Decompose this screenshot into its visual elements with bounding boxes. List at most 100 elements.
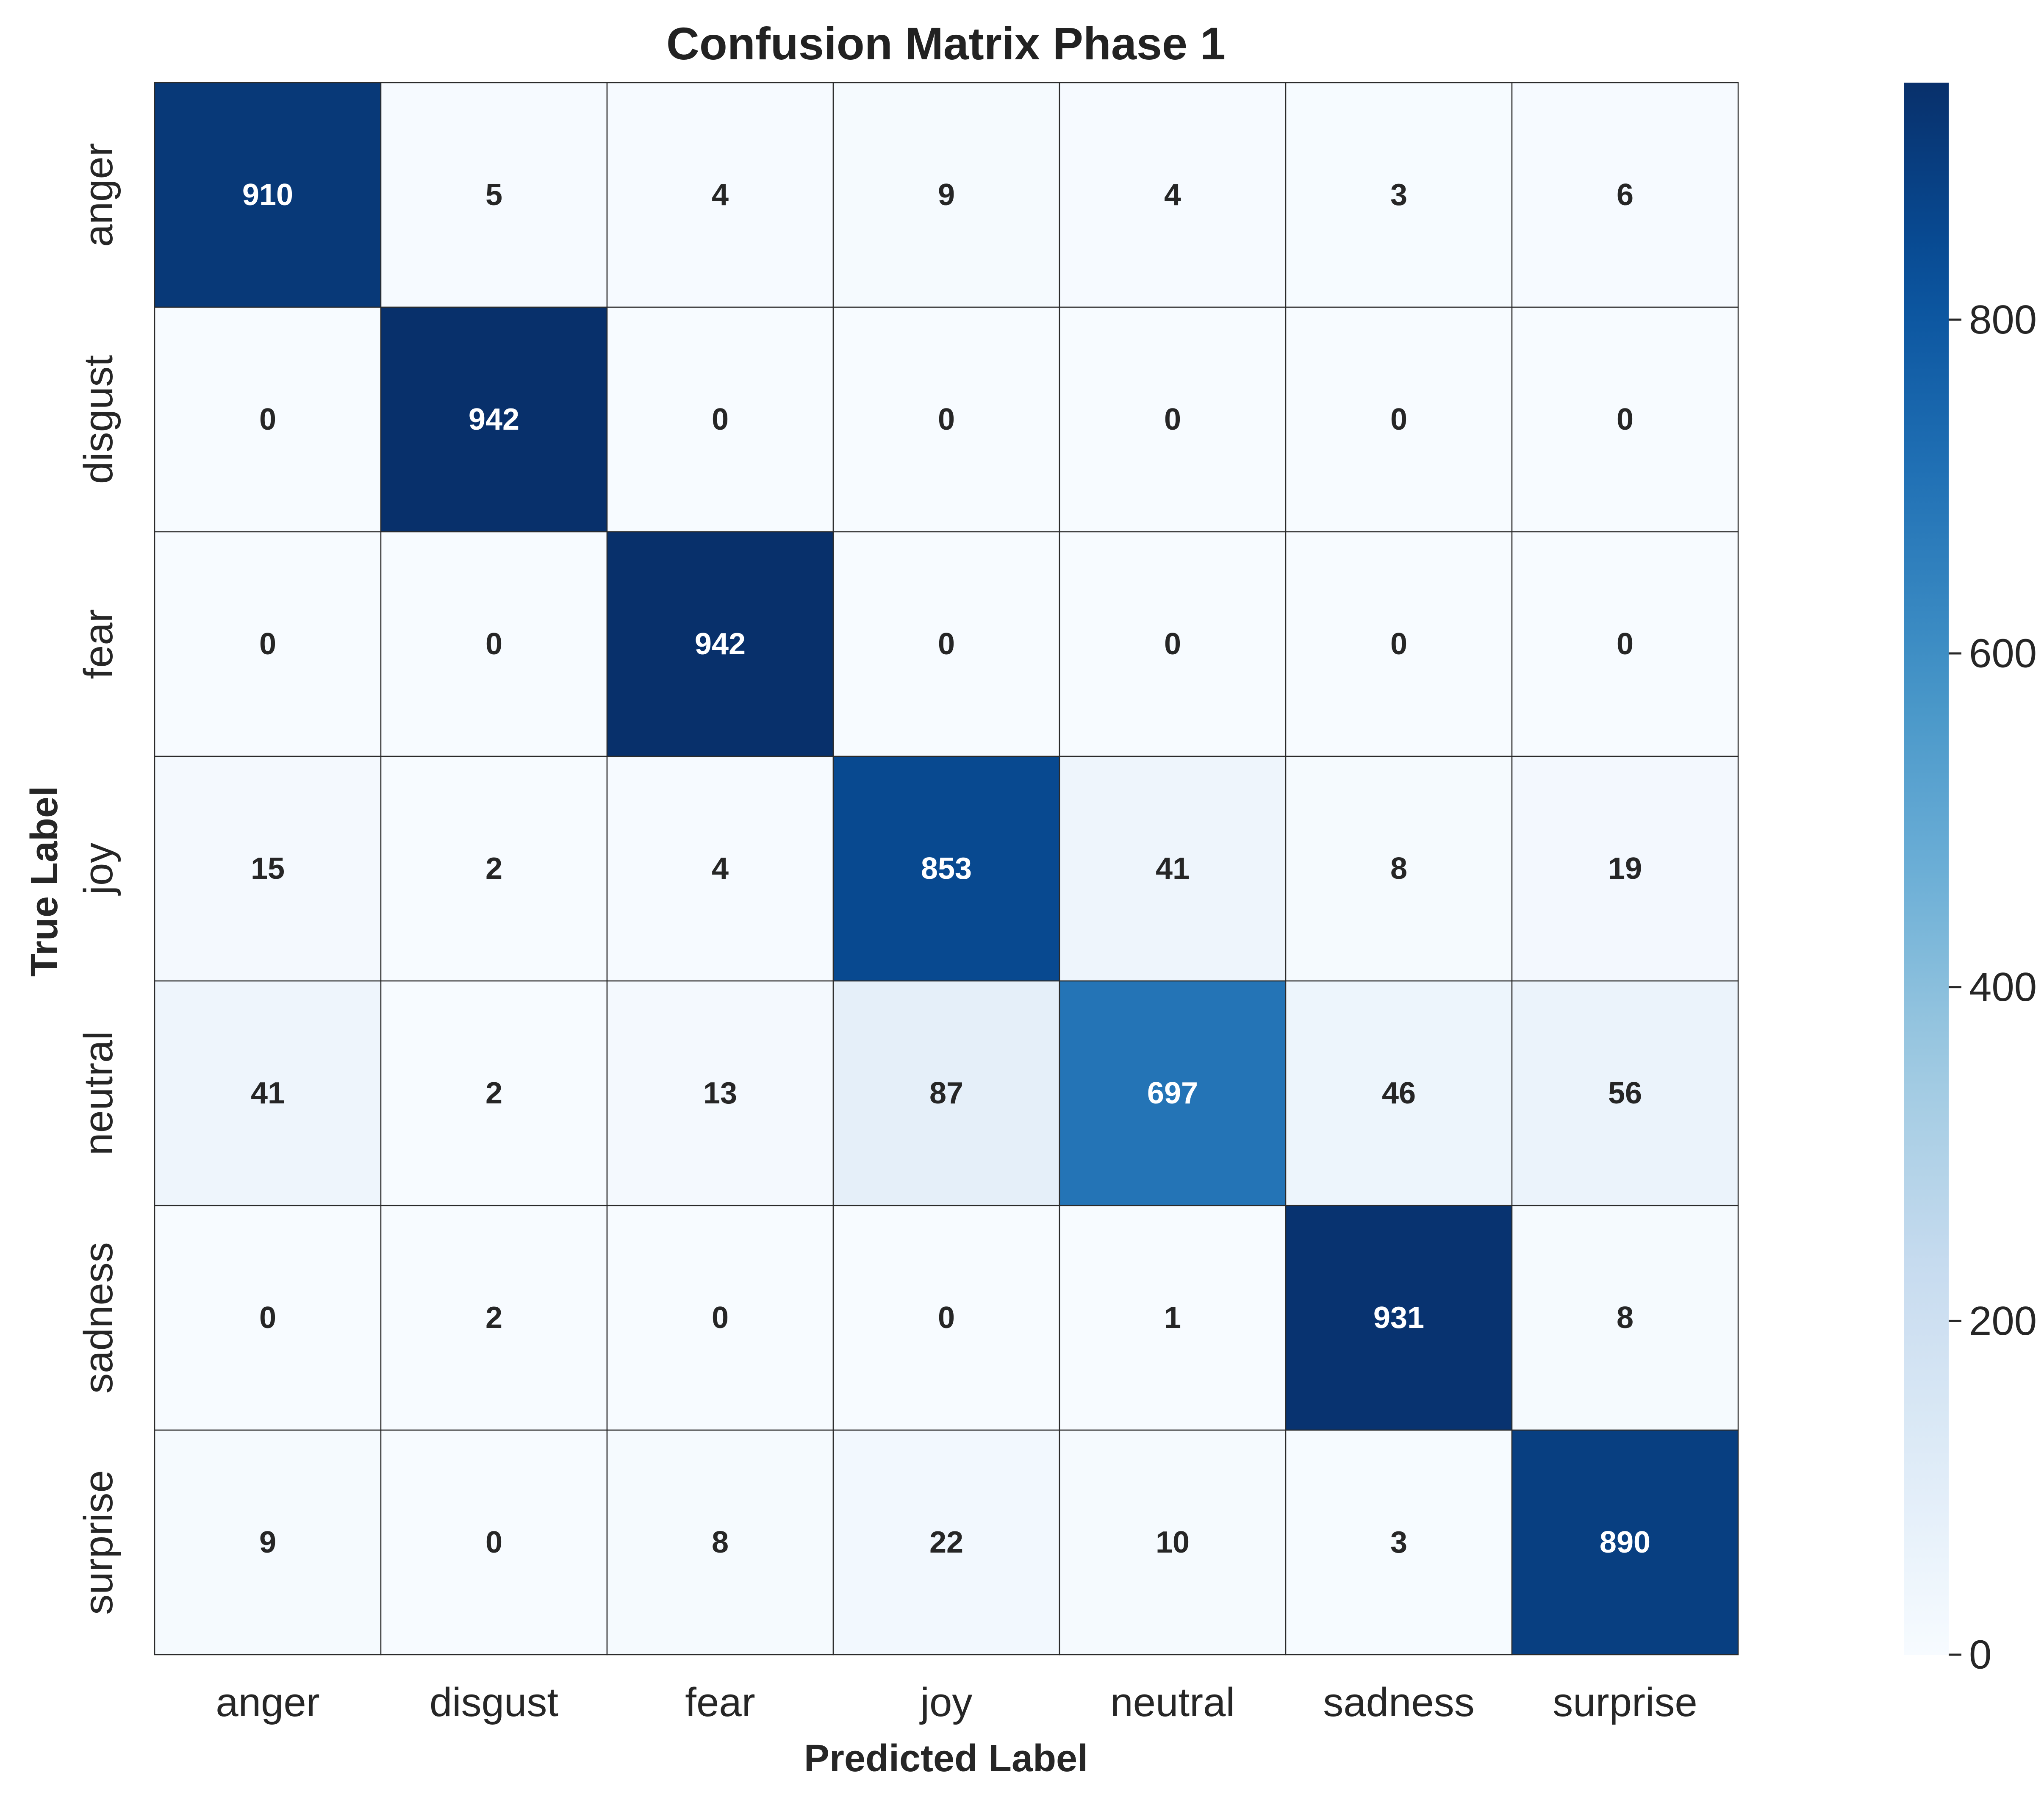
heatmap-cell-r5-c3 bbox=[832, 1205, 1060, 1431]
cell-value-label: 0 bbox=[1164, 403, 1181, 436]
heatmap-cell-r6-c1 bbox=[380, 1429, 608, 1656]
cell-value-label: 0 bbox=[938, 1301, 955, 1335]
cell-value-label: 4 bbox=[1164, 178, 1181, 212]
cell-value-label: 5 bbox=[485, 178, 502, 212]
cell-value-label: 10 bbox=[1156, 1525, 1190, 1559]
x-tick-labels: anger disgust fear joy neutral sadness surpris… bbox=[216, 1680, 1697, 1725]
cell-value-label: 9 bbox=[259, 1525, 276, 1559]
chart-title: Confusion Matrix Phase 1 bbox=[666, 18, 1226, 69]
heatmap-cell-r4-c6 bbox=[1511, 980, 1739, 1206]
heatmap-cell-r0-c2 bbox=[606, 82, 834, 308]
cell-value-label: 853 bbox=[921, 852, 972, 886]
cell-value-label: 0 bbox=[712, 1301, 729, 1335]
heatmap-cell-r4-c5 bbox=[1285, 980, 1513, 1206]
cell-value-label: 0 bbox=[1164, 627, 1181, 661]
x-axis-label: Predicted Label bbox=[804, 1737, 1088, 1780]
heatmap-cells bbox=[154, 82, 1739, 1656]
cell-value-label: 0 bbox=[485, 627, 502, 661]
cell-value-label: 13 bbox=[703, 1076, 737, 1110]
heatmap-cell-r1-c0 bbox=[154, 306, 382, 533]
heatmap-cell-r6-c6 bbox=[1511, 1429, 1739, 1656]
cell-value-label: 0 bbox=[1390, 403, 1407, 436]
colorbar bbox=[1904, 83, 1949, 1655]
cell-value-label: 46 bbox=[1382, 1076, 1416, 1110]
heatmap-cell-r5-c6 bbox=[1511, 1205, 1739, 1431]
heatmap-cell-r4-c2 bbox=[606, 980, 834, 1206]
cell-value-label: 8 bbox=[1617, 1301, 1634, 1335]
heatmap-cell-r0-c0 bbox=[154, 82, 382, 308]
heatmap-cell-r1-c2 bbox=[606, 306, 834, 533]
heatmap-cell-r3-c3 bbox=[832, 756, 1060, 982]
cell-value-label: 0 bbox=[259, 1301, 276, 1335]
cell-value-label: 931 bbox=[1373, 1301, 1424, 1335]
heatmap-cell-r3-c6 bbox=[1511, 756, 1739, 982]
colorbar-tick-label: 600 bbox=[1969, 631, 2037, 676]
heatmap-cell-r2-c2 bbox=[606, 531, 834, 757]
cell-value-label: 0 bbox=[1390, 627, 1407, 661]
cell-value-label: 9 bbox=[938, 178, 955, 212]
colorbar-ticks: 0 200 400 600 800 bbox=[1949, 297, 2037, 1678]
heatmap-cell-r3-c2 bbox=[606, 756, 834, 982]
cell-value-label: 0 bbox=[938, 403, 955, 436]
cell-value-label: 3 bbox=[1390, 178, 1407, 212]
y-tick-labels: anger disgust fear joy neutral sadness surpris… bbox=[76, 143, 121, 1614]
cell-value-label: 942 bbox=[469, 403, 519, 436]
cell-value-label: 4 bbox=[712, 852, 729, 886]
colorbar-tick-label: 200 bbox=[1969, 1298, 2037, 1344]
cell-value-label: 87 bbox=[929, 1076, 963, 1110]
cell-value-label: 0 bbox=[485, 1525, 502, 1559]
heatmap-cell-r0-c5 bbox=[1285, 82, 1513, 308]
heatmap-cell-r5-c2 bbox=[606, 1205, 834, 1431]
heatmap-cell-r2-c0 bbox=[154, 531, 382, 757]
heatmap-cell-r6-c4 bbox=[1059, 1429, 1287, 1656]
cell-value-label: 15 bbox=[251, 852, 285, 886]
cell-value-label: 0 bbox=[1617, 627, 1634, 661]
heatmap-cell-r2-c6 bbox=[1511, 531, 1739, 757]
y-tick-label-surprise: surprise bbox=[76, 1470, 121, 1614]
heatmap-cell-r1-c5 bbox=[1285, 306, 1513, 533]
x-tick-label-surprise: surprise bbox=[1553, 1680, 1697, 1725]
cell-value-label: 890 bbox=[1600, 1525, 1650, 1559]
cell-value-label: 2 bbox=[485, 1076, 502, 1110]
heatmap-cell-r2-c5 bbox=[1285, 531, 1513, 757]
cell-value-label: 942 bbox=[695, 627, 746, 661]
cell-value-label: 0 bbox=[712, 403, 729, 436]
cell-value-label: 697 bbox=[1147, 1076, 1198, 1110]
heatmap-cell-r5-c1 bbox=[380, 1205, 608, 1431]
x-tick-label-sadness: sadness bbox=[1323, 1680, 1475, 1725]
cell-value-label: 2 bbox=[485, 1301, 502, 1335]
heatmap-cell-r4-c4 bbox=[1059, 980, 1287, 1206]
heatmap-cell-r2-c4 bbox=[1059, 531, 1287, 757]
x-tick-label-disgust: disgust bbox=[430, 1680, 558, 1725]
heatmap-cell-labels: 910 5 4 9 4 3 60 942 0 0 0 0 00 0 942 0 0 0 015 2 4 853 41 8 194… bbox=[242, 178, 1650, 1559]
heatmap-cell-r2-c3 bbox=[832, 531, 1060, 757]
heatmap-cell-r1-c4 bbox=[1059, 306, 1287, 533]
y-tick-label-anger: anger bbox=[76, 143, 121, 247]
heatmap-cell-r6-c3 bbox=[832, 1429, 1060, 1656]
cell-value-label: 56 bbox=[1608, 1076, 1642, 1110]
x-tick-label-fear: fear bbox=[685, 1680, 755, 1725]
y-axis-label: True Label bbox=[23, 786, 66, 977]
heatmap-cell-r3-c0 bbox=[154, 756, 382, 982]
heatmap-cell-r0-c6 bbox=[1511, 82, 1739, 308]
colorbar-tick-label: 0 bbox=[1969, 1632, 1991, 1678]
heatmap-cell-r5-c0 bbox=[154, 1205, 382, 1431]
heatmap-cell-r3-c4 bbox=[1059, 756, 1287, 982]
colorbar-tick-label: 800 bbox=[1969, 297, 2037, 342]
cell-value-label: 6 bbox=[1617, 178, 1634, 212]
cell-value-label: 0 bbox=[259, 403, 276, 436]
cell-value-label: 3 bbox=[1390, 1525, 1407, 1559]
y-tick-label-disgust: disgust bbox=[76, 355, 121, 484]
heatmap-cell-r1-c6 bbox=[1511, 306, 1739, 533]
cell-value-label: 19 bbox=[1608, 852, 1642, 886]
cell-value-label: 2 bbox=[485, 852, 502, 886]
cell-value-label: 0 bbox=[259, 627, 276, 661]
y-tick-label-sadness: sadness bbox=[76, 1242, 121, 1394]
cell-value-label: 0 bbox=[938, 627, 955, 661]
cell-value-label: 910 bbox=[242, 178, 293, 212]
heatmap-cell-r6-c0 bbox=[154, 1429, 382, 1656]
heatmap-cell-r4-c0 bbox=[154, 980, 382, 1206]
y-tick-label-fear: fear bbox=[76, 609, 121, 679]
heatmap-cell-r6-c5 bbox=[1285, 1429, 1513, 1656]
heatmap-cell-r0-c1 bbox=[380, 82, 608, 308]
